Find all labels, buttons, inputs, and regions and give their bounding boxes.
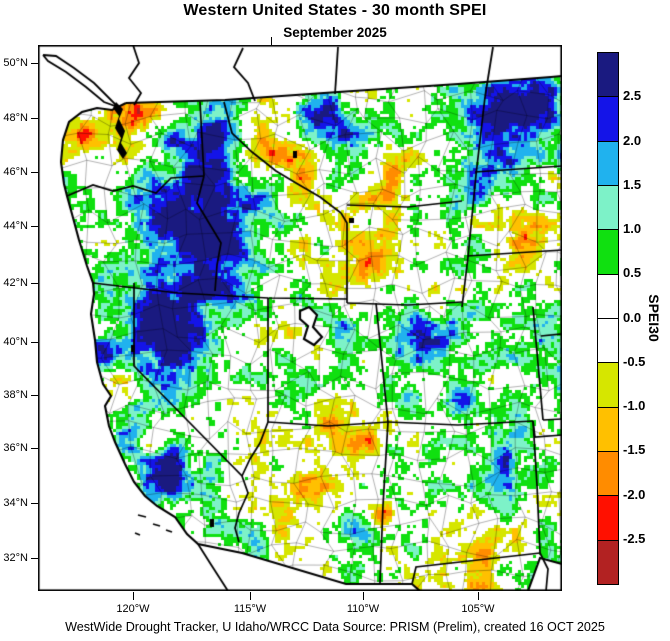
- page-title: Western United States - 30 month SPEI: [183, 2, 487, 19]
- colorbar-cell: [598, 141, 618, 186]
- colorbar-cell: [598, 540, 618, 584]
- footer-caption: WestWide Drought Tracker, U Idaho/WRCC D…: [65, 620, 605, 634]
- lon-tick: [249, 592, 251, 600]
- lat-tick: [31, 62, 38, 64]
- colorbar-cell: [598, 363, 618, 408]
- colorbar-cell: [598, 496, 618, 541]
- colorbar-cell: [598, 318, 618, 364]
- colorbar-tick-label: -2.0: [623, 486, 646, 502]
- lon-tick: [362, 592, 364, 600]
- colorbar-tick-label: -1.0: [623, 398, 646, 413]
- colorbar-cell: [598, 230, 618, 275]
- page-subtitle: September 2025: [283, 25, 387, 40]
- colorbar-tick-label: 0.0: [623, 309, 642, 325]
- lat-tick-label: 38°N: [3, 389, 28, 401]
- colorbar-cell: [598, 407, 618, 452]
- colorbar-cell: [598, 185, 618, 231]
- lat-tick: [31, 557, 38, 559]
- colorbar-tick-label: 2.0: [623, 132, 642, 148]
- lat-tick: [31, 394, 38, 396]
- lon-tick-label: 120°W: [116, 603, 150, 615]
- colorbar-cell: [598, 97, 618, 142]
- colorbar-tick-label: -2.5: [623, 530, 646, 546]
- spei-map-canvas: [38, 45, 562, 591]
- lat-tick-label: 50°N: [3, 57, 28, 69]
- lat-tick-label: 48°N: [3, 112, 28, 124]
- map-frame: [38, 45, 562, 591]
- colorbar-cell: [598, 451, 618, 497]
- lat-tick-label: 34°N: [3, 497, 28, 509]
- lat-tick: [31, 341, 38, 343]
- lat-tick: [31, 171, 38, 173]
- colorbar-cell: [598, 274, 618, 319]
- colorbar-tick-label: 1.5: [623, 176, 642, 192]
- colorbar-tick-label: 1.0: [623, 221, 642, 236]
- colorbar-tick-label: -1.5: [623, 442, 646, 458]
- lat-tick-label: 46°N: [3, 166, 28, 178]
- lat-tick-label: 40°N: [3, 336, 28, 348]
- lon-tick-label: 115°W: [233, 603, 267, 615]
- colorbar-tick-label: -0.5: [623, 353, 646, 369]
- lat-tick: [31, 447, 38, 449]
- lat-tick: [31, 502, 38, 504]
- lat-tick-label: 32°N: [3, 552, 28, 564]
- colorbar-axis-label: SPEI30: [646, 294, 662, 342]
- colorbar-cell: [598, 53, 618, 98]
- colorbar-tick-label: 0.5: [623, 265, 642, 281]
- lon-tick-label: 110°W: [346, 603, 380, 615]
- lat-tick: [31, 117, 38, 119]
- lon-tick: [132, 592, 134, 600]
- lat-tick: [31, 282, 38, 284]
- lat-tick-label: 42°N: [3, 277, 28, 289]
- lat-tick-label: 36°N: [3, 442, 28, 454]
- lon-tick: [477, 592, 479, 600]
- top-tick: [270, 37, 272, 45]
- colorbar: [597, 52, 619, 585]
- lat-tick-label: 44°N: [3, 220, 28, 232]
- colorbar-tick-label: 2.5: [623, 88, 642, 104]
- lon-tick-label: 105°W: [461, 603, 495, 615]
- lat-tick: [31, 225, 38, 227]
